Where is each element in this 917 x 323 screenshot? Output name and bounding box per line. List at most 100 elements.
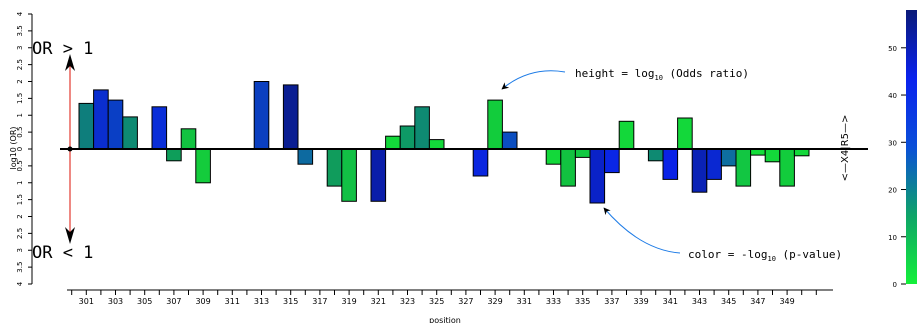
y-tick-label: 1 — [16, 113, 24, 117]
bar-346 — [735, 148, 752, 187]
colorbar-tick-label: 50 — [888, 45, 897, 53]
x-tick-label: 347 — [750, 297, 765, 306]
bar-313 — [253, 81, 270, 150]
colorbar-tick-label: 10 — [888, 234, 897, 242]
y-tick-label: 2 — [16, 79, 24, 83]
y-tick-label: 1 — [16, 181, 24, 185]
x-tick-label: 327 — [458, 297, 473, 306]
bar-308 — [180, 128, 197, 150]
origin-dot — [67, 146, 73, 152]
y-tick-label: 3 — [16, 248, 24, 252]
x-tick-label: 301 — [79, 297, 94, 306]
x-tick-label: 321 — [371, 297, 386, 306]
y-tick-label: 2.5 — [16, 59, 24, 70]
bar-321 — [370, 148, 387, 202]
x-tick-label: 337 — [604, 297, 619, 306]
x-tick-label: 309 — [195, 297, 210, 306]
x-tick-label: 311 — [225, 297, 240, 306]
or-arrow-down-icon — [65, 227, 75, 244]
bar-334 — [560, 148, 576, 187]
y-tick-label: 3.5 — [16, 262, 24, 273]
y-axis: 4 3.5 3 2.5 2 1.5 1 0.5 0 0.5 1 1.5 2 2.5 3 3.5 4 — [16, 11, 33, 286]
x-tick-label: 339 — [633, 297, 648, 306]
bar-319 — [341, 148, 357, 202]
bar-307 — [166, 148, 182, 162]
bar-304 — [122, 116, 138, 150]
bar-337 — [604, 148, 620, 174]
y-tick-label: 0 — [16, 147, 24, 151]
x-tick-label: 307 — [166, 297, 181, 306]
x-tick-label: 329 — [487, 297, 502, 306]
bar-323 — [399, 125, 416, 150]
colorbar-tick-label: 20 — [888, 187, 897, 195]
colorbar-ticks: 0 10 20 30 40 50 — [888, 45, 906, 289]
y-tick-label: 0.5 — [16, 127, 24, 138]
x-tick-label: 349 — [779, 297, 794, 306]
x-tick-label: 323 — [400, 297, 415, 306]
x-tick-label: 331 — [517, 297, 532, 306]
y-tick-label: 3 — [16, 46, 24, 50]
x-tick-label: 319 — [341, 297, 356, 306]
bar-301 — [78, 102, 95, 150]
y-tick-label: 4 — [16, 11, 24, 16]
bar-316 — [297, 148, 314, 165]
bar-338 — [618, 120, 635, 150]
x-axis-label: position — [429, 316, 461, 323]
bar-343 — [691, 148, 708, 193]
x-tick-label: 305 — [137, 297, 152, 306]
y-tick-label: 1.5 — [16, 194, 24, 205]
color-annotation: color = -log10 (p-value) — [688, 248, 842, 263]
y-tick-label: 2.5 — [16, 228, 24, 239]
x-tick-label: 345 — [721, 297, 736, 306]
x-tick-label: 333 — [546, 297, 561, 306]
height-annotation-sub: 10 — [654, 74, 662, 82]
bar-345 — [720, 148, 737, 167]
bar-318 — [326, 148, 343, 187]
bar-315 — [282, 84, 299, 150]
bar-349 — [779, 148, 795, 187]
bar-324 — [414, 106, 430, 150]
height-annotation-suffix: (Odds ratio) — [663, 67, 749, 80]
y-axis-label: log10 (OR) — [9, 126, 18, 169]
bar-348 — [764, 148, 781, 163]
x-tick-label: 335 — [575, 297, 590, 306]
bar-329 — [487, 99, 503, 150]
color-callout-arrow — [603, 207, 681, 254]
bar-303 — [107, 99, 124, 150]
bar-322 — [385, 135, 401, 150]
bars — [78, 81, 810, 204]
or-greater-label: OR > 1 — [32, 39, 93, 59]
bar-330 — [501, 131, 518, 150]
color-annotation-sub: 10 — [767, 255, 775, 263]
x-tick-label: 317 — [312, 297, 327, 306]
x-tick-label: 343 — [692, 297, 707, 306]
bar-306 — [151, 106, 168, 150]
bar-341 — [662, 148, 679, 180]
colorbar — [906, 10, 917, 284]
colorbar-tick-label: 30 — [888, 139, 897, 147]
colorbar-tick-label: 40 — [888, 92, 897, 100]
bar-340 — [647, 148, 664, 162]
bar-325 — [428, 139, 445, 150]
y-tick-label: 3.5 — [16, 25, 24, 36]
bar-350 — [793, 148, 810, 157]
or-arrow-up-icon — [65, 54, 75, 71]
x-tick-label: 341 — [663, 297, 678, 306]
bar-342 — [677, 117, 693, 150]
bar-336 — [589, 148, 606, 204]
y-tick-label: 0.5 — [16, 160, 24, 171]
bar-344 — [706, 148, 722, 180]
x-tick-label: 315 — [283, 297, 298, 306]
bar-309 — [195, 148, 211, 184]
x-tick-label: 303 — [108, 297, 123, 306]
y-tick-label: 4 — [16, 281, 24, 286]
height-annotation-prefix: height = log — [575, 67, 654, 80]
x-tick-label: 313 — [254, 297, 269, 306]
or-less-label: OR < 1 — [32, 243, 93, 263]
bar-335 — [574, 148, 591, 158]
x-axis: 301 303 305 307 309 311 313 315 317 319 321 323 325 3… — [67, 289, 833, 306]
height-callout-arrow — [501, 70, 566, 90]
side-label: <—X4|R5—> — [840, 115, 851, 182]
x-tick-label: 325 — [429, 297, 444, 306]
